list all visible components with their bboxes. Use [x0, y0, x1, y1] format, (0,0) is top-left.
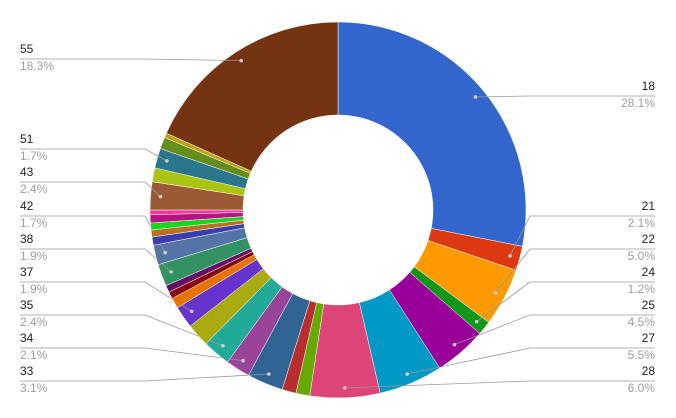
slice-percent: 2.4% [20, 315, 48, 329]
slice-label: 24 [642, 265, 656, 279]
slice-percent: 3.1% [20, 381, 48, 395]
slice-label: 42 [20, 199, 34, 213]
slice-label: 25 [642, 298, 656, 312]
leader-line [20, 248, 172, 273]
leader-dot [508, 254, 512, 258]
slice-percent: 18.3% [20, 59, 54, 73]
leader-line [20, 148, 168, 162]
slice-percent: 1.7% [20, 149, 48, 163]
leader-line [495, 248, 655, 294]
leader-line [20, 373, 269, 382]
slice-percent: 5.5% [628, 348, 656, 362]
leader-dot [221, 343, 225, 348]
leader-dot [241, 358, 245, 363]
leader-line [454, 314, 655, 345]
leader-dot [452, 342, 457, 347]
leader-line [407, 347, 655, 375]
slice-label: 38 [20, 232, 34, 246]
leader-dot [169, 270, 173, 274]
leader-dot [474, 319, 479, 324]
slice-label: 37 [20, 265, 34, 279]
slice-percent: 1.2% [628, 282, 656, 296]
leader-line [344, 380, 655, 389]
leader-dot [163, 250, 167, 255]
slice-percent: 2.1% [20, 348, 48, 362]
leader-line [509, 215, 655, 257]
leader-line [20, 347, 244, 361]
slice-percent: 2.1% [628, 216, 656, 230]
leader-line [476, 281, 655, 323]
slice-label: 21 [642, 199, 656, 213]
slice-percent: 28.1% [621, 96, 655, 110]
leader-dot [493, 290, 498, 295]
leader-dot [239, 58, 244, 63]
slice-percent: 6.0% [628, 381, 656, 395]
slice-percent: 4.5% [628, 315, 656, 329]
slice-label: 34 [20, 331, 34, 345]
slice [166, 21, 339, 172]
leader-line [20, 181, 161, 197]
leader-dot [165, 159, 169, 163]
slice-label: 27 [642, 331, 656, 345]
leader-dot [342, 386, 347, 390]
leader-dot [405, 372, 409, 376]
slice-percent: 1.9% [20, 249, 48, 263]
slice-label: 35 [20, 298, 34, 312]
slice-percent: 5.0% [628, 249, 656, 263]
leader-dot [189, 309, 194, 314]
leader-dot [158, 194, 163, 199]
slice [337, 21, 527, 247]
slice-label: 55 [20, 42, 34, 56]
slice-label: 28 [642, 364, 656, 378]
slice-percent: 2.4% [20, 182, 48, 196]
slice-label: 33 [20, 364, 34, 378]
slice-label: 43 [20, 165, 34, 179]
slice-percent: 1.7% [20, 216, 48, 230]
slice-percent: 1.9% [20, 282, 48, 296]
leader-line [20, 58, 242, 62]
leader-line [20, 314, 223, 347]
slice-label: 22 [642, 232, 656, 246]
leader-dot [473, 95, 478, 99]
leader-dot [267, 372, 271, 376]
leader-line [475, 95, 655, 98]
slice-label: 18 [642, 79, 656, 93]
slice-label: 51 [20, 132, 34, 146]
